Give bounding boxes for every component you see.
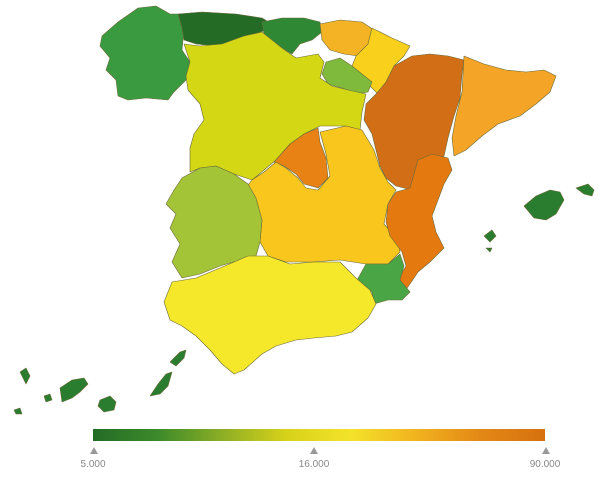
- region-andalucia[interactable]: [163, 255, 377, 375]
- region-madrid[interactable]: [273, 127, 329, 189]
- legend-tick-marker-min: [90, 447, 98, 454]
- legend-tick-label-min: 5.000: [80, 459, 106, 470]
- region-castilla-y-leon[interactable]: [183, 31, 367, 181]
- legend-tick-label-max: 90.000: [529, 459, 561, 470]
- legend-tick-marker-max: [542, 447, 550, 454]
- region-extremadura[interactable]: [165, 165, 263, 279]
- region-la-rioja[interactable]: [321, 57, 373, 95]
- region-galicia[interactable]: [99, 5, 191, 101]
- region-islas-baleares[interactable]: [483, 183, 595, 253]
- region-islas-canarias[interactable]: [13, 349, 187, 415]
- region-comunidad-valenciana[interactable]: [385, 153, 453, 293]
- legend-tick-marker-mid: [310, 447, 318, 454]
- region-cataluna[interactable]: [451, 55, 557, 157]
- legend-color-scale: [93, 429, 545, 441]
- legend-tick-label-mid: 16.000: [298, 459, 330, 470]
